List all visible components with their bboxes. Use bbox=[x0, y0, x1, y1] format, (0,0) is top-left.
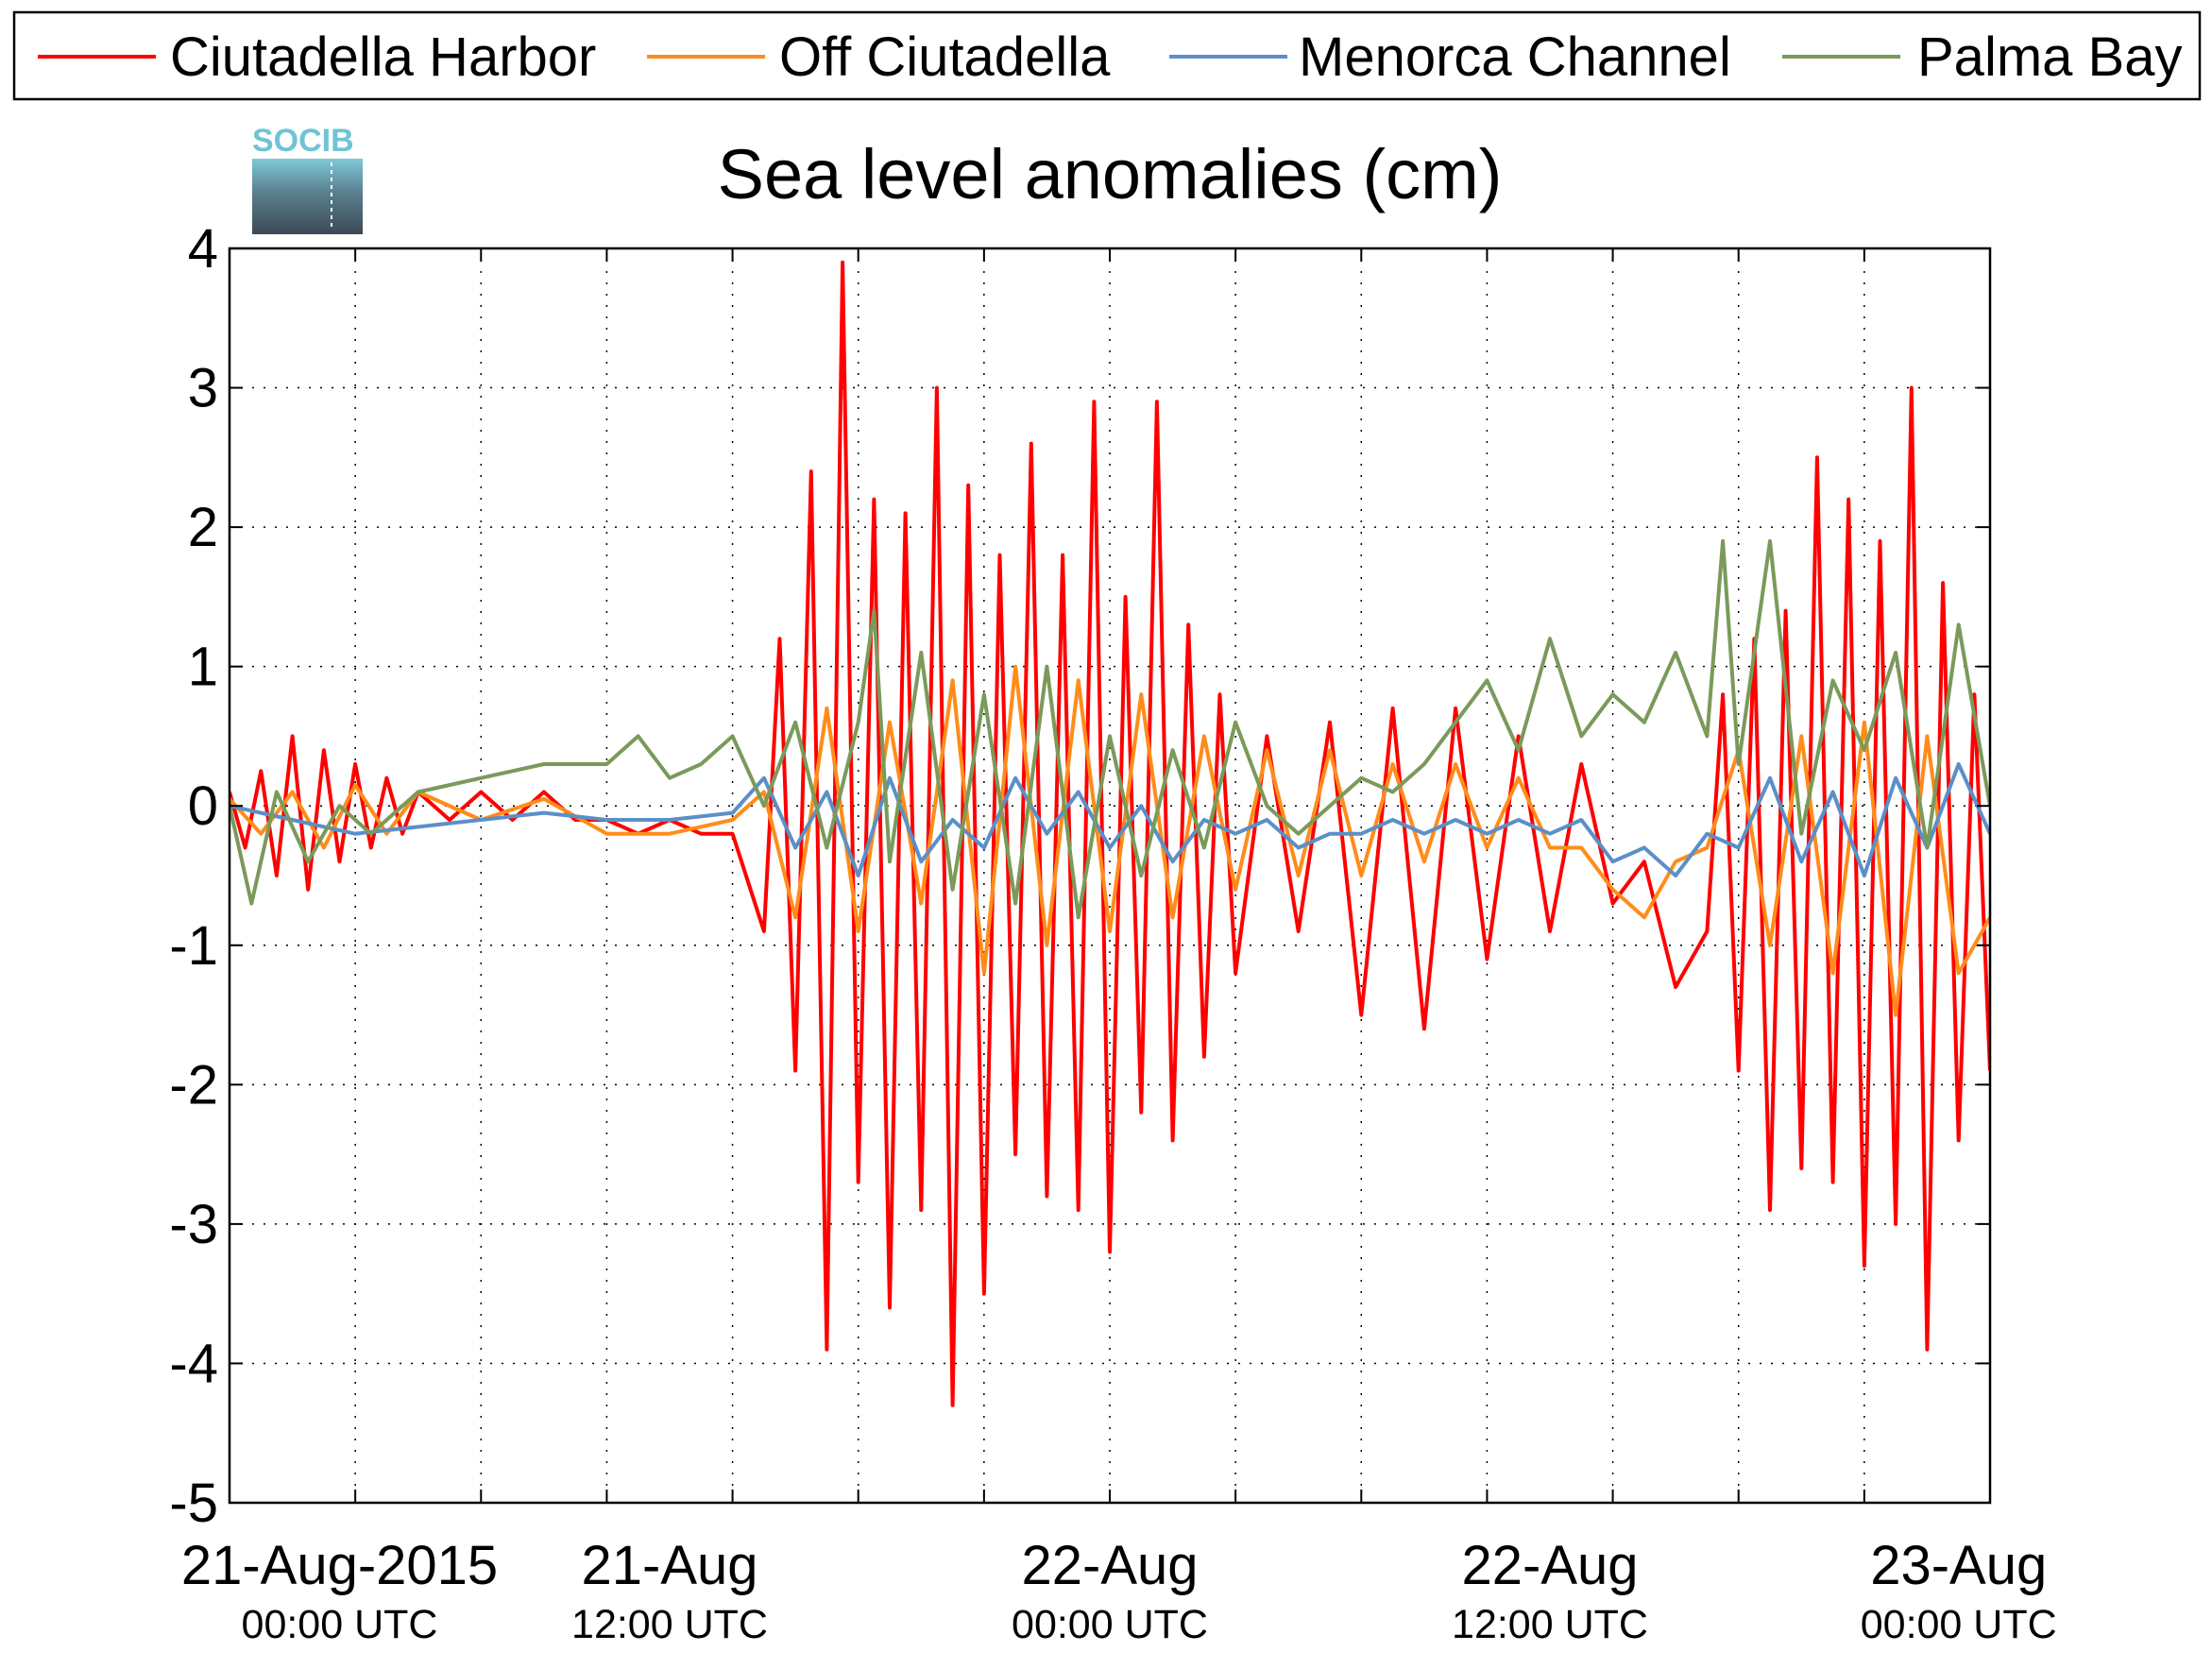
chart-title: Sea level anomalies (cm) bbox=[718, 135, 1503, 213]
series-line-palma-bay bbox=[230, 538, 1990, 920]
y-tick-label: -3 bbox=[169, 1194, 218, 1255]
x-tick-label: 22-Aug bbox=[1461, 1535, 1638, 1596]
legend-label: Palma Bay bbox=[1917, 26, 2182, 88]
y-tick-label: 3 bbox=[188, 358, 218, 419]
series-line-menorca-channel bbox=[230, 762, 1990, 877]
y-tick-label: -5 bbox=[169, 1473, 218, 1534]
grid bbox=[230, 248, 1990, 1503]
x-tick-label: 21-Aug-2015 bbox=[181, 1535, 498, 1596]
y-tick-label: -2 bbox=[169, 1054, 218, 1116]
x-axis: 21-Aug-2015 00:00 UTC 21-Aug 12:00 UTC 22-Au… bbox=[181, 248, 2057, 1647]
legend: Ciutadella Harbor Off Ciutadella Menorca C… bbox=[12, 10, 2202, 101]
x-tick-sublabel: 00:00 UTC bbox=[242, 1602, 438, 1647]
y-tick-label: 2 bbox=[188, 497, 218, 558]
legend-label: Menorca Channel bbox=[1299, 26, 1731, 88]
socib-logo: SOCIB bbox=[252, 123, 363, 234]
series-group bbox=[230, 260, 1990, 1407]
x-tick-sublabel: 00:00 UTC bbox=[1861, 1602, 2057, 1647]
x-tick-sublabel: 12:00 UTC bbox=[571, 1602, 768, 1647]
y-tick-label: 1 bbox=[188, 637, 218, 698]
y-tick-label: -1 bbox=[169, 915, 218, 977]
x-tick-label: 22-Aug bbox=[1021, 1535, 1198, 1596]
x-tick-sublabel: 00:00 UTC bbox=[1012, 1602, 1208, 1647]
x-tick-sublabel: 12:00 UTC bbox=[1452, 1602, 1648, 1647]
x-tick-label: 23-Aug bbox=[1870, 1535, 2047, 1596]
x-tick-label: 21-Aug bbox=[581, 1535, 757, 1596]
y-tick-label: -4 bbox=[169, 1333, 218, 1394]
y-axis: -5 -4 -3 -2 -1 0 1 2 3 4 bbox=[169, 218, 1990, 1534]
series-line-ciutadella-harbor bbox=[230, 260, 1990, 1407]
logo-text: SOCIB bbox=[252, 123, 354, 159]
y-tick-label: 0 bbox=[188, 775, 218, 837]
y-tick-label: 4 bbox=[188, 218, 218, 280]
legend-label: Ciutadella Harbor bbox=[170, 26, 596, 88]
legend-label: Off Ciutadella bbox=[779, 26, 1111, 88]
